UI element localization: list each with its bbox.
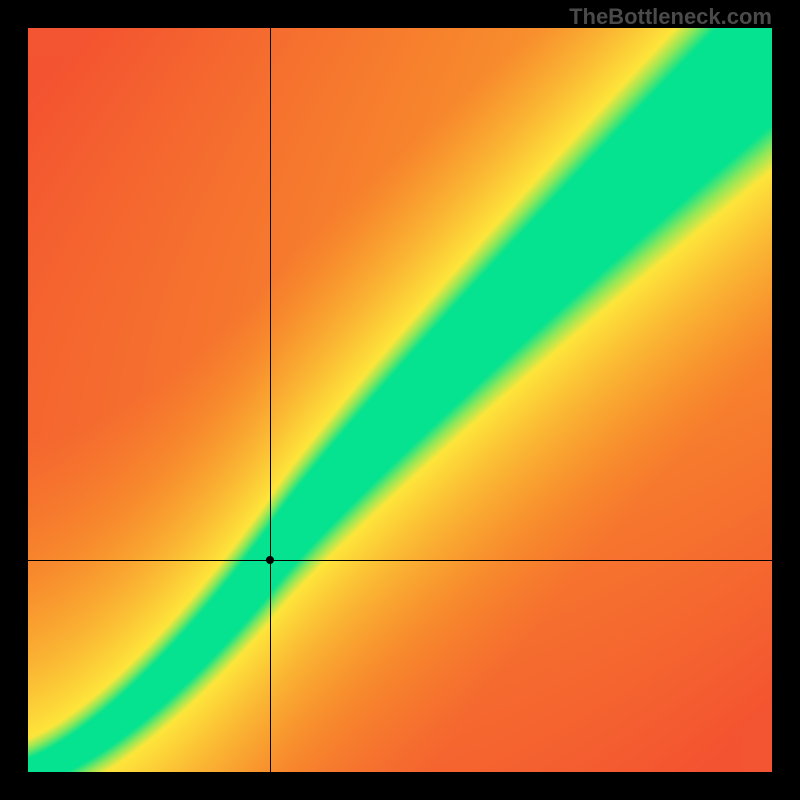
crosshair-horizontal bbox=[28, 560, 772, 561]
watermark-text: TheBottleneck.com bbox=[569, 4, 772, 30]
heatmap-canvas bbox=[28, 28, 772, 772]
bottleneck-heatmap bbox=[28, 28, 772, 772]
crosshair-vertical bbox=[270, 28, 271, 772]
operating-point-marker bbox=[266, 556, 274, 564]
